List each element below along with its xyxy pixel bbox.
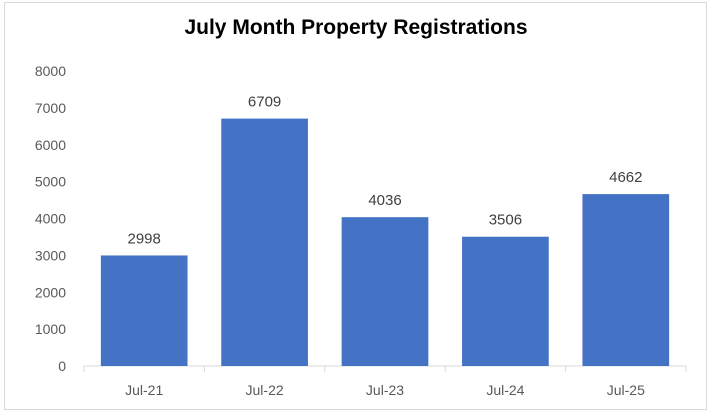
data-label: 4662 xyxy=(609,169,642,186)
y-tick-label: 1000 xyxy=(35,321,66,337)
bar xyxy=(221,118,308,366)
x-axis: Jul-21 Jul-22 Jul-23 Jul-24 Jul-25 xyxy=(83,365,687,398)
bar xyxy=(100,255,188,366)
y-axis: 0 1000 2000 3000 4000 5000 6000 7000 8000 xyxy=(35,63,66,374)
x-tick-label: Jul-21 xyxy=(125,382,163,398)
y-tick-label: 3000 xyxy=(35,247,66,263)
bars xyxy=(100,118,670,366)
chart-title: July Month Property Registrations xyxy=(184,16,528,39)
x-tick-label: Jul-22 xyxy=(246,382,284,398)
y-tick-label: 4000 xyxy=(35,211,66,227)
x-tick-label: Jul-23 xyxy=(366,382,404,398)
data-labels: 2998 6709 4036 3506 4662 xyxy=(128,94,643,248)
data-label: 4036 xyxy=(368,192,401,209)
y-tick-label: 7000 xyxy=(35,100,66,116)
x-tick-label: Jul-24 xyxy=(486,382,524,398)
bar xyxy=(582,194,670,366)
bar xyxy=(341,217,429,366)
y-tick-label: 2000 xyxy=(35,284,66,300)
y-tick-label: 8000 xyxy=(35,63,66,79)
data-label: 6709 xyxy=(248,94,281,111)
y-tick-label: 6000 xyxy=(35,137,66,153)
y-tick-label: 0 xyxy=(58,358,66,374)
x-tick-label: Jul-25 xyxy=(607,382,645,398)
bar xyxy=(462,236,549,366)
data-label: 2998 xyxy=(128,230,161,247)
y-tick-label: 5000 xyxy=(35,174,66,190)
data-label: 3506 xyxy=(489,212,522,229)
